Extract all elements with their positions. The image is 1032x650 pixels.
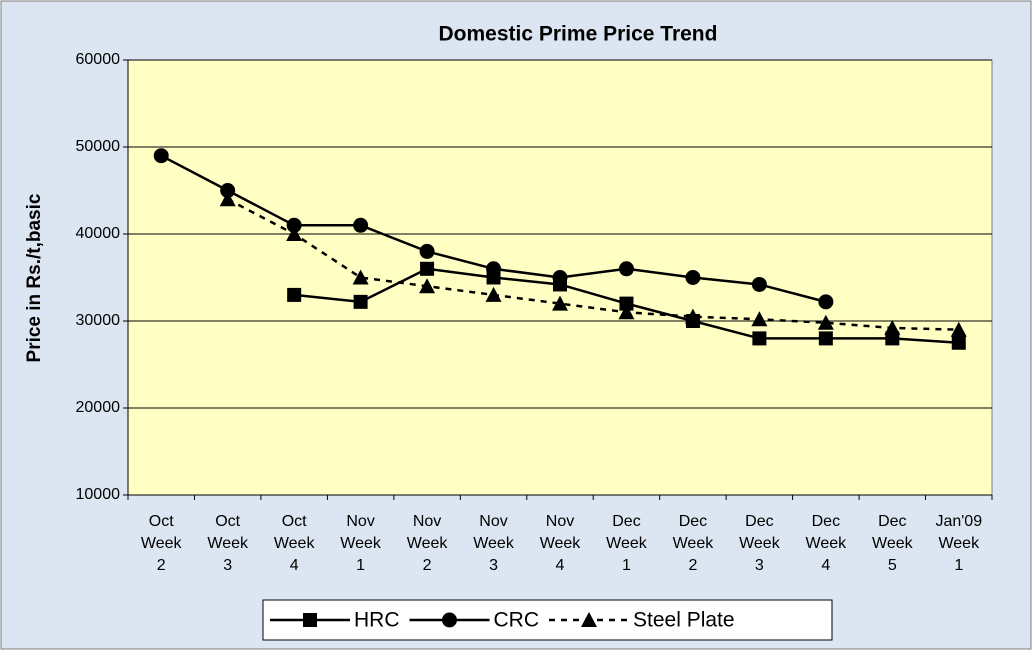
legend-label: HRC xyxy=(354,609,400,632)
marker xyxy=(751,276,767,292)
marker xyxy=(618,261,634,277)
marker xyxy=(884,319,901,335)
marker xyxy=(817,314,834,330)
marker xyxy=(552,295,568,311)
marker xyxy=(618,304,635,320)
y-tick-label: 50000 xyxy=(76,138,121,155)
marker xyxy=(818,294,834,310)
marker xyxy=(950,321,967,337)
marker xyxy=(818,331,833,346)
marker xyxy=(420,261,435,276)
marker xyxy=(684,308,701,324)
marker xyxy=(303,613,317,627)
marker xyxy=(685,270,701,285)
marker xyxy=(286,226,303,241)
x-tick-label: Nov Week 3 xyxy=(473,513,515,574)
y-axis-label: Price in Rs./t,basic xyxy=(24,193,45,362)
marker xyxy=(486,261,502,277)
marker xyxy=(751,311,768,327)
chart-title: Domestic Prime Price Trend xyxy=(439,23,718,46)
x-tick-label: Jan'09 Week 1 xyxy=(935,513,982,574)
marker xyxy=(353,294,368,309)
legend xyxy=(262,599,833,641)
marker xyxy=(353,217,369,233)
x-tick-label: Oct Week 3 xyxy=(207,513,249,574)
x-tick-label: Nov Week 2 xyxy=(407,513,449,574)
y-tick-label: 10000 xyxy=(76,486,121,503)
x-tick-label: Oct Week 4 xyxy=(274,513,316,574)
x-tick-label: Nov Week 1 xyxy=(340,513,382,574)
y-tick-label: 40000 xyxy=(76,225,121,242)
marker xyxy=(287,287,302,302)
legend-label: CRC xyxy=(494,609,540,632)
marker xyxy=(619,296,634,311)
marker xyxy=(485,286,502,302)
legend-label: Steel Plate xyxy=(633,609,735,632)
x-tick-label: Oct Week 2 xyxy=(141,513,183,574)
x-tick-label: Dec Week 3 xyxy=(739,513,781,574)
y-tick-label: 20000 xyxy=(76,399,121,416)
marker xyxy=(286,217,302,233)
y-tick-label: 60000 xyxy=(76,51,121,68)
marker xyxy=(220,183,236,198)
marker xyxy=(419,278,436,294)
marker xyxy=(552,270,568,285)
marker xyxy=(153,148,169,164)
marker xyxy=(219,191,236,207)
y-tick-label: 30000 xyxy=(76,312,121,329)
x-tick-label: Dec Week 2 xyxy=(673,513,715,574)
x-tick-label: Dec Week 1 xyxy=(606,513,648,574)
marker xyxy=(352,269,369,285)
marker xyxy=(419,243,435,259)
marker xyxy=(581,612,597,627)
marker xyxy=(752,331,767,346)
marker xyxy=(442,612,457,628)
series-line xyxy=(227,198,959,331)
x-tick-label: Nov Week 4 xyxy=(540,513,582,574)
x-tick-label: Dec Week 4 xyxy=(806,513,848,574)
marker xyxy=(951,335,966,350)
x-tick-label: Dec Week 5 xyxy=(872,513,914,574)
